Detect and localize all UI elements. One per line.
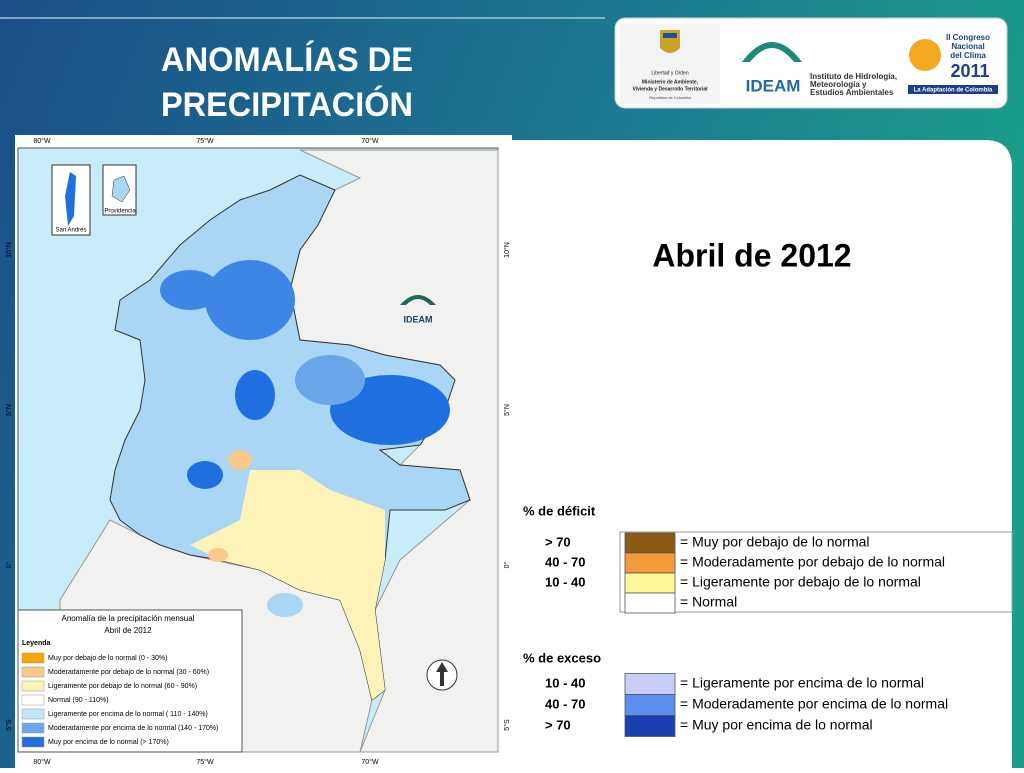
logo-text: Libertad y Orden [651, 70, 688, 76]
anomaly-area [295, 355, 365, 405]
lon-label: 75°W [196, 758, 214, 766]
tagline-band [908, 85, 998, 94]
legend-label: = Ligeramente por debajo de lo normal [680, 574, 921, 590]
legend-label: = Normal [680, 594, 737, 610]
inset-label: Providencia [104, 209, 136, 215]
map-legend-title: Anomalía de la precipitación mensual [62, 614, 195, 623]
legend-swatch [21, 666, 45, 678]
legend-label: = Moderadamente por encima de lo normal [680, 696, 948, 712]
anomaly-area [228, 450, 252, 470]
legend-range: > 70 [545, 717, 571, 732]
lat-label: 5°S [503, 719, 511, 731]
logo-text: Instituto de Hidrología, [810, 72, 897, 81]
legend-label: = Muy por encima de lo normal [680, 717, 873, 733]
legend-swatch [624, 694, 676, 716]
legend-range: 10 - 40 [545, 675, 585, 690]
inset [102, 164, 137, 216]
logo-text: Nacional [951, 42, 984, 51]
logo-text: Meteorología y [810, 80, 867, 89]
anomaly-area [267, 593, 303, 617]
lon-label: 80°W [33, 758, 51, 766]
legend-swatch [21, 722, 45, 734]
crest-band [663, 33, 677, 38]
legend-swatch [21, 652, 45, 664]
legend-range: 10 - 40 [545, 574, 585, 589]
inset-label: San Andrés [55, 228, 86, 234]
logo-text: del Clima [950, 51, 986, 60]
legend-swatch [624, 673, 676, 695]
legend-swatch [21, 736, 45, 748]
legend-range: > 70 [545, 534, 571, 549]
lon-label: 70°W [361, 758, 379, 766]
lat-label: 5°N [503, 404, 511, 416]
lon-label: 70°W [361, 137, 379, 145]
congress-logo [909, 39, 941, 71]
legend-label: Ligeramente por debajo de lo normal (60 … [48, 683, 197, 690]
anomaly-area [160, 270, 220, 310]
deficit-box [619, 531, 1013, 613]
legend-label: Moderadamente por encima de lo normal (1… [48, 725, 218, 732]
legend-swatch [21, 680, 45, 692]
lat-label: 5°N [5, 404, 13, 416]
logo-text: II Congreso [946, 33, 990, 42]
legend-label: = Moderadamente por debajo de lo normal [680, 554, 945, 570]
legend-swatch [624, 552, 676, 574]
legend-label: Normal (90 - 110%) [48, 697, 109, 704]
logo-text: La Adaptación de Colombia [914, 88, 993, 94]
map-legend-heading: Leyenda [22, 640, 51, 647]
anomaly-area [205, 260, 295, 340]
anomaly-area [235, 370, 275, 420]
title-line: ANOMALÍAS DE [161, 41, 413, 79]
lat-labels: 10°N 10°N 5°N 5°N 0° 0° 5°S 5°S [5, 242, 511, 731]
legend-label: Muy por encima de lo normal (> 170%) [48, 739, 169, 746]
legend-label: Ligeramente por encima de lo normal ( 11… [48, 711, 208, 718]
anomaly-area [187, 461, 223, 489]
legend-heading: % de déficit [523, 503, 596, 518]
north-arrow-head [436, 662, 448, 686]
legend-range: 40 - 70 [545, 554, 585, 569]
lat-label: 5°S [5, 719, 13, 731]
legend-swatch [21, 708, 45, 720]
legend-heading: % de exceso [523, 650, 601, 665]
map-legend-title: Abril de 2012 [104, 626, 152, 635]
legend-swatch [624, 715, 676, 737]
inset-island [111, 175, 131, 203]
legend-label: Moderadamente por debajo de lo normal (3… [48, 669, 209, 676]
legend-range: 40 - 70 [545, 696, 585, 711]
legend-label: Muy por debajo de lo normal (0 - 30%) [48, 655, 167, 662]
deficit-area [190, 470, 385, 700]
watermark-logo [400, 295, 436, 305]
lon-labels: 80°W 80°W 75°W 75°W 70°W 70°W [33, 137, 379, 766]
legend-swatch [21, 694, 45, 706]
subtitle: Abril de 2012 [652, 237, 851, 273]
legend-label: = Ligeramente por encima de lo normal [680, 675, 924, 691]
logo-text: 2011 [950, 61, 989, 81]
lat-label: 0° [503, 561, 511, 568]
map-legend-items: Muy por debajo de lo normal (0 - 30%) Mod… [21, 652, 218, 748]
legend-swatch [624, 532, 676, 554]
lat-label: 10°N [5, 242, 13, 258]
logo-text: República de Colombia [649, 95, 691, 100]
legend-label: = Muy por debajo de lo normal [680, 534, 870, 550]
title-line: PRECIPITACIÓN [161, 86, 413, 124]
logo-text: Ministerio de Ambiente, [642, 79, 699, 85]
legend-swatch [624, 592, 676, 614]
logo-text: Vivienda y Desarrollo Territorial [632, 86, 708, 92]
lat-label: 0° [5, 561, 13, 568]
watermark: IDEAM [404, 314, 433, 324]
ideam-logo [742, 42, 802, 62]
lon-label: 80°W [33, 137, 51, 145]
anomaly-area [208, 548, 228, 562]
logo-text: Estudios Ambientales [810, 88, 894, 97]
inset-island [65, 172, 76, 226]
lat-label: 10°N [503, 242, 511, 258]
anomaly-legend: > 70 = Muy por debajo de lo normal 40 - 70… [545, 532, 948, 737]
map-legend [17, 609, 243, 753]
lon-label: 75°W [196, 137, 214, 145]
legend-swatch [624, 572, 676, 594]
logo-text: IDEAM [746, 76, 801, 95]
